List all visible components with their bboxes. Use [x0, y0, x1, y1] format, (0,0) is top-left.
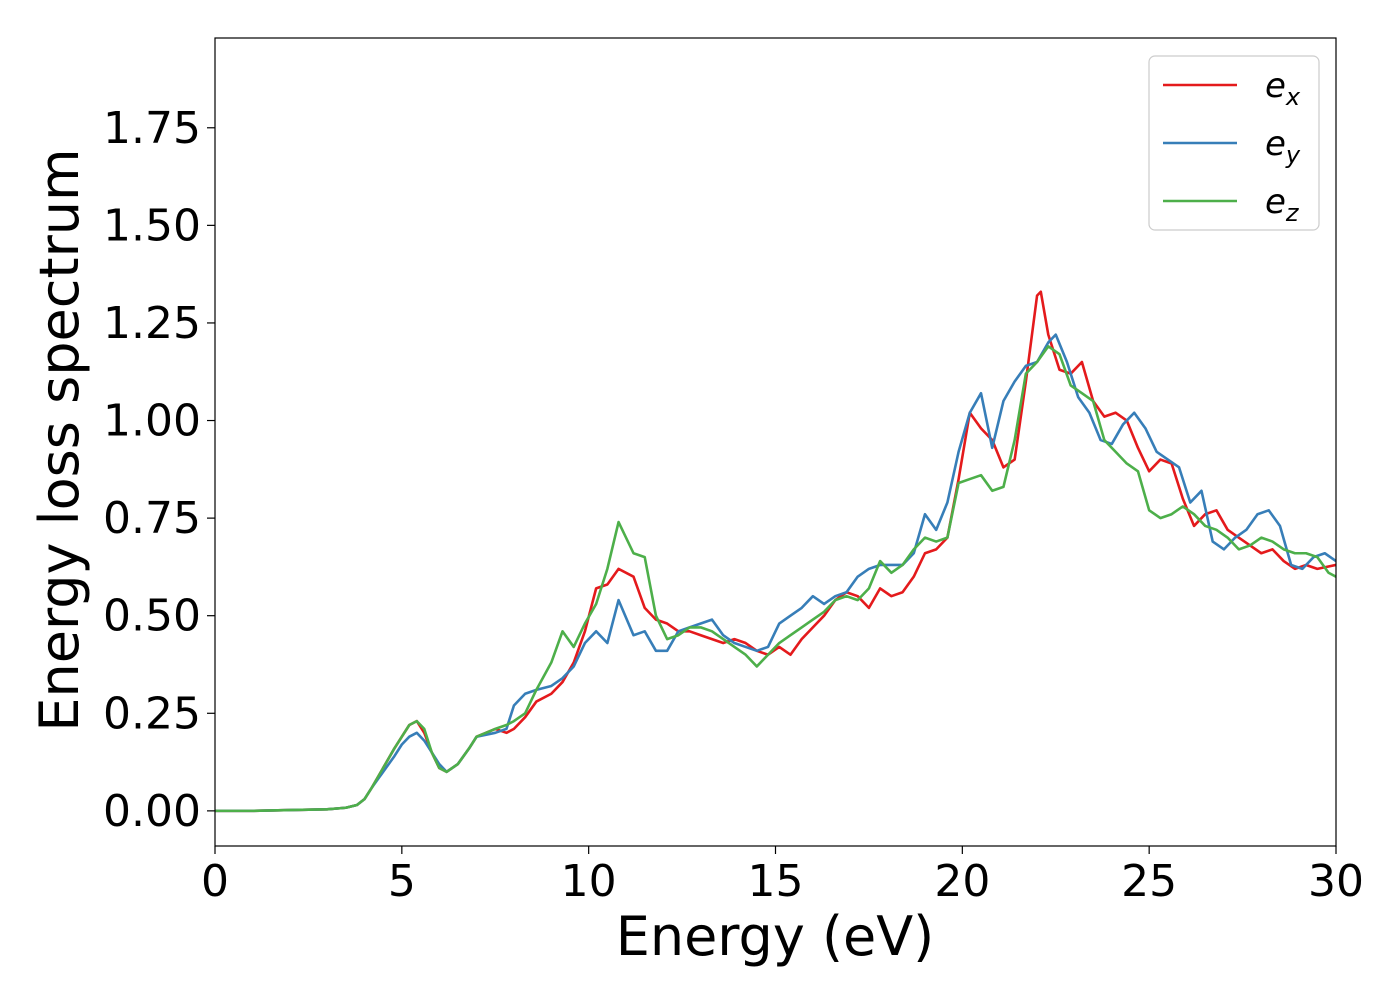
y-tick-label: 1.00: [103, 396, 201, 447]
y-axis-title: Energy loss spectrum: [28, 148, 91, 731]
series-line-x: [215, 290, 1336, 813]
plot-area: [215, 290, 1336, 813]
x-axis-title: Energy (eV): [616, 905, 935, 968]
x-tick-label: 0: [201, 856, 229, 907]
y-tick-label: 1.25: [103, 298, 201, 349]
x-tick-label: 10: [561, 856, 617, 907]
series-line-z: [215, 345, 1336, 813]
legend: ex ey ez: [1148, 55, 1320, 231]
legend-label-y: ey: [1265, 124, 1301, 169]
series-line-y: [215, 333, 1336, 813]
axes: 0 5 10 15 20 25 30 0.00 0.25 0.50 0.75 1.00 1.25 1.50…: [103, 37, 1364, 907]
x-tick-label: 20: [934, 856, 990, 907]
x-tick-label: 25: [1121, 856, 1177, 907]
y-tick-label: 0.25: [103, 688, 201, 739]
y-tick-label: 1.50: [103, 200, 201, 251]
x-tick-label: 5: [388, 856, 416, 907]
x-tick-label: 30: [1308, 856, 1364, 907]
x-tick-label: 15: [748, 856, 804, 907]
y-tick-label: 0.50: [103, 591, 201, 642]
y-tick-label: 1.75: [103, 103, 201, 154]
legend-label-z: ez: [1265, 182, 1300, 227]
y-tick-label: 0.75: [103, 493, 201, 544]
legend-label-x: ex: [1265, 66, 1301, 111]
y-tick-label: 0.00: [103, 786, 201, 837]
